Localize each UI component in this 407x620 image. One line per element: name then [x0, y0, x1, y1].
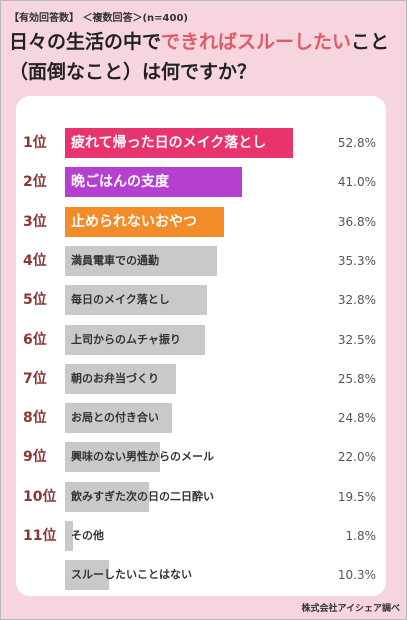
title-part-2: こと [351, 31, 390, 53]
rank-label: 10位 [23, 488, 57, 505]
bar [65, 324, 206, 355]
bar [65, 442, 160, 473]
data-label: 25.8% [337, 371, 376, 386]
data-label: 32.8% [337, 293, 376, 308]
bar-label: 興味のない男性からのメール [71, 450, 214, 464]
rank-label: 9位 [23, 449, 47, 466]
data-label: 35.3% [337, 253, 376, 268]
data-label: 24.8% [337, 411, 376, 426]
bar-label: 満員電車での通勤 [71, 253, 159, 267]
title-part-1: 日々の生活の中で [9, 31, 162, 53]
bar [65, 481, 150, 512]
bar [65, 206, 224, 237]
bar [65, 245, 218, 276]
bar-label: スルーしたいことはない [71, 568, 192, 582]
bar-label: 毎日のメイク落とし [71, 293, 170, 307]
title-line-1: 日々の生活の中でできればスルーしたいこと [9, 27, 404, 57]
bar-label: 朝のお弁当づくり [71, 371, 159, 385]
data-label: 36.8% [337, 214, 376, 229]
bar [65, 403, 173, 434]
title-accent: できればスルーしたい [161, 31, 352, 53]
rank-label: 11位 [23, 528, 57, 544]
rank-label: 6位 [23, 331, 47, 348]
data-label: 32.5% [337, 332, 376, 347]
bar [65, 521, 73, 551]
data-label: 52.8% [337, 136, 376, 150]
bar [65, 560, 110, 591]
data-label: 1.8% [345, 529, 377, 543]
source-credit: 株式会社アイシェア調べ [301, 604, 400, 614]
rank-label: 7位 [23, 370, 47, 387]
data-label: 19.5% [337, 489, 376, 504]
rank-label: 2位 [23, 174, 47, 191]
rank-label: 8位 [23, 410, 47, 427]
title-line-2: （面倒なこと）は何ですか？ [9, 61, 257, 83]
rank-label: 4位 [23, 252, 47, 269]
bar-label: 晩ごはんの支度 [71, 174, 169, 191]
bar-label: 疲れて帰った日のメイク落とし [71, 135, 267, 151]
bar [65, 363, 177, 394]
bar-label: 止められないおやつ [71, 213, 197, 230]
bar-label: 上司からのムチャ振り [71, 332, 181, 346]
bar-label: お局との付き合い [71, 411, 159, 425]
bar-label: 飲みすぎた次の日の二日酔い [71, 489, 214, 503]
data-label: 10.3% [337, 568, 376, 583]
chart-title: 日々の生活の中でできればスルーしたいこと （面倒なこと）は何ですか？ [9, 27, 404, 87]
data-label: 22.0% [337, 450, 376, 465]
bar [65, 167, 243, 198]
rank-label: 5位 [23, 292, 47, 309]
rank-label: 3位 [23, 213, 47, 230]
bar [65, 128, 293, 158]
bar-label: その他 [71, 529, 104, 542]
respondent-count: 【有効回答数】 ＜複数回答＞(n=400) [9, 13, 188, 24]
data-label: 41.0% [337, 175, 376, 190]
rank-label: 1位 [23, 135, 47, 151]
bar [65, 285, 207, 316]
